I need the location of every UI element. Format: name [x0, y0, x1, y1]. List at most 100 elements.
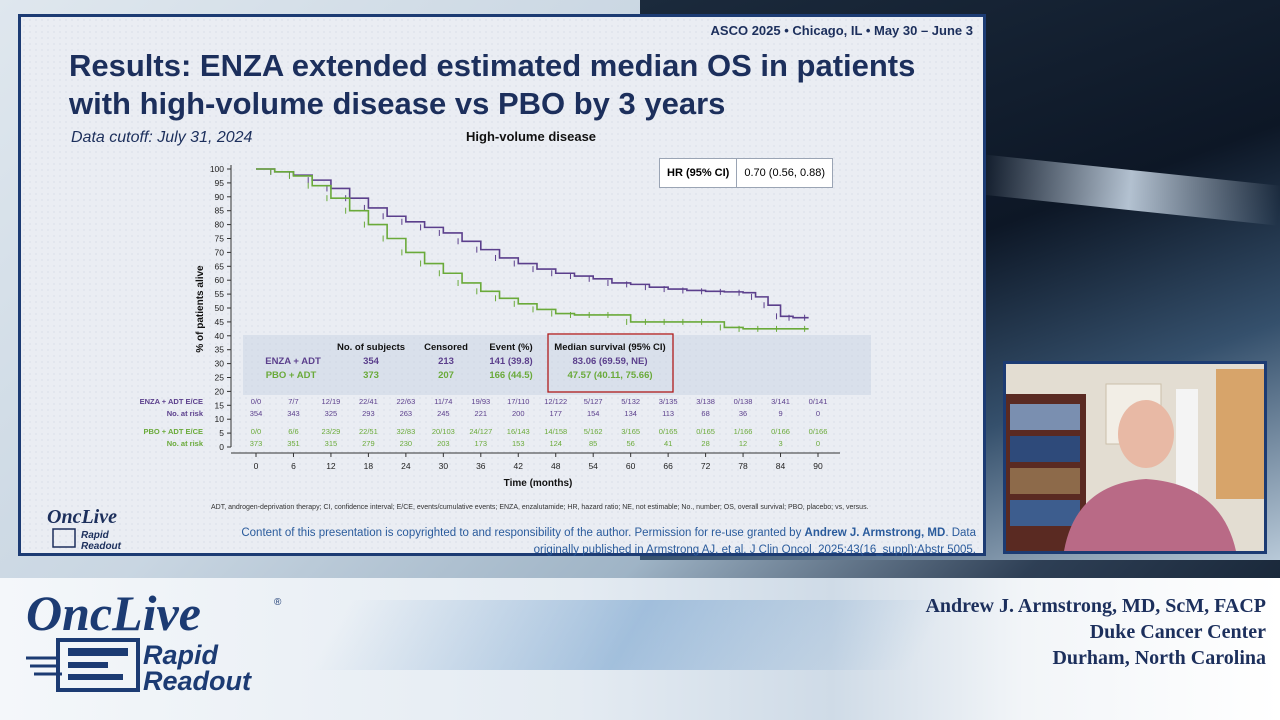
summary-table: No. of subjects Censored Event (%) Media… — [243, 333, 871, 395]
x-tick-label: 72 — [701, 461, 711, 471]
risk-enza-ece: 3/138 — [696, 397, 715, 406]
speaker-org: Duke Cancer Center — [1089, 621, 1266, 643]
speaker-name: Andrew J. Armstrong, MD, ScM, FACP — [925, 595, 1266, 617]
x-tick-label: 60 — [626, 461, 636, 471]
risk-enza-count: 154 — [587, 409, 600, 418]
row-pbo-median: 47.57 (40.11, 75.66) — [567, 370, 652, 381]
risk-pbo-count: 279 — [362, 439, 375, 448]
risk-enza-ece: 7/7 — [288, 397, 298, 406]
risk-pbo-count: 12 — [739, 439, 747, 448]
y-tick-label: 80 — [215, 220, 225, 230]
risk-enza-ece: 22/63 — [396, 397, 415, 406]
risk-enza-ece: 3/141 — [771, 397, 790, 406]
risk-enza-count: 113 — [662, 409, 674, 418]
brand-data-icon — [26, 638, 140, 692]
slide-logo-onclive: OncLive — [47, 506, 117, 528]
onclive-rapid-readout-logo: OncLive ® Rapid Readout — [26, 585, 282, 696]
copyright-post: . Data originally published in Armstrong… — [533, 527, 976, 556]
y-tick-label: 40 — [215, 331, 225, 341]
x-tick-label: 0 — [254, 461, 259, 471]
risk-pbo-ece: 5/162 — [584, 427, 603, 436]
y-tick-label: 0 — [219, 442, 224, 452]
risk-enza-count: 36 — [739, 409, 747, 418]
risk-pbo-count: 351 — [287, 439, 300, 448]
risk-enza-ece: 0/141 — [809, 397, 828, 406]
risk-pbo-ece: 0/165 — [696, 427, 715, 436]
th-median: Median survival (95% CI) — [554, 342, 665, 353]
y-tick-label: 70 — [215, 247, 225, 257]
x-axis-label: Time (months) — [504, 478, 573, 489]
y-tick-label: 30 — [215, 359, 225, 369]
speaker-location: Durham, North Carolina — [1052, 647, 1266, 669]
speaker-video-scene — [1006, 364, 1264, 551]
x-tick-label: 54 — [588, 461, 598, 471]
y-tick-label: 20 — [215, 386, 225, 396]
white-coat — [1176, 389, 1198, 499]
copyright-notice: Content of this presentation is copyrigh… — [231, 525, 976, 559]
risk-pbo-count: 41 — [664, 439, 672, 448]
y-tick-label: 5 — [219, 428, 224, 438]
hr-value: 0.70 (0.56, 0.88) — [744, 167, 826, 179]
hr-label: HR (95% CI) — [660, 159, 738, 187]
risk-pbo-ece: 20/103 — [432, 427, 455, 436]
x-tick-label: 18 — [364, 461, 374, 471]
risk-enza-ece: 0/138 — [734, 397, 753, 406]
y-tick-label: 85 — [215, 206, 225, 216]
risk-enza-count: 293 — [362, 409, 375, 418]
y-tick-label: 60 — [215, 275, 225, 285]
y-tick-label: 55 — [215, 289, 225, 299]
data-cutoff: Data cutoff: July 31, 2024 — [71, 129, 253, 146]
row-enza-subjects: 354 — [363, 356, 380, 367]
risk-enza-ece: 5/132 — [621, 397, 640, 406]
y-tick-label: 35 — [215, 345, 225, 355]
presentation-slide: ASCO 2025 • Chicago, IL • May 30 – June … — [18, 14, 986, 556]
speaker-head — [1118, 400, 1174, 468]
chart-title: High-volume disease — [466, 129, 597, 144]
risk-enza-ece: 19/93 — [471, 397, 490, 406]
brand-registered: ® — [274, 597, 282, 608]
th-event: Event (%) — [489, 342, 532, 353]
risk-enza-count: 221 — [475, 409, 488, 418]
x-tick-label: 6 — [291, 461, 296, 471]
risk-pbo-count: 0 — [816, 439, 820, 448]
risk-enza-count: 134 — [624, 409, 637, 418]
copyright-author: Andrew J. Armstrong, MD — [804, 527, 946, 539]
y-tick-label: 10 — [215, 414, 225, 424]
x-tick-label: 66 — [663, 461, 673, 471]
lower-third-streak — [309, 600, 951, 670]
risk-enza-count: 200 — [512, 409, 525, 418]
slide-onclive-logo: OncLive Rapid Readout — [47, 506, 122, 552]
y-tick-label: 90 — [215, 192, 225, 202]
x-tick-label: 30 — [439, 461, 449, 471]
risk-pbo-ece: 0/166 — [771, 427, 790, 436]
risk-pbo-ece: 14/158 — [544, 427, 567, 436]
risk-pbo-no-at-risk: No. at risk — [167, 439, 204, 448]
row-enza-median: 83.06 (69.59, NE) — [573, 356, 648, 367]
slide-logo-readout: Readout — [81, 541, 122, 552]
risk-pbo-ece: 1/166 — [734, 427, 753, 436]
risk-pbo-count: 85 — [589, 439, 597, 448]
x-tick-label: 42 — [514, 461, 524, 471]
row-pbo-censored: 207 — [438, 370, 454, 381]
chart-axes: 0510152025303540455055606570758085909510… — [210, 164, 840, 471]
th-censored: Censored — [424, 342, 468, 353]
y-tick-label: 50 — [215, 303, 225, 313]
risk-pbo-count: 3 — [778, 439, 782, 448]
risk-table: 0/0 7/7 12/19 22/41 22/63 11/74 19/93 17/110 12/… — [250, 397, 828, 448]
risk-enza-count: 68 — [701, 409, 709, 418]
risk-pbo-count: 315 — [325, 439, 338, 448]
y-tick-label: 65 — [215, 261, 225, 271]
risk-pbo-count: 56 — [626, 439, 634, 448]
y-axis-label: % of patients alive — [195, 265, 206, 353]
risk-pbo-count: 203 — [437, 439, 450, 448]
risk-pbo-ece: 16/143 — [507, 427, 530, 436]
risk-pbo-ece: 22/51 — [359, 427, 378, 436]
brand-onc: OncLive — [26, 585, 201, 641]
x-tick-label: 12 — [326, 461, 336, 471]
risk-enza-ece: 12/122 — [544, 397, 567, 406]
row-pbo-subjects: 373 — [363, 370, 379, 381]
risk-enza-ece: 5/127 — [584, 397, 603, 406]
conference-label: ASCO 2025 • Chicago, IL • May 30 – June … — [710, 23, 973, 38]
risk-enza-ece: 0/0 — [251, 397, 261, 406]
risk-enza-count: 0 — [816, 409, 820, 418]
